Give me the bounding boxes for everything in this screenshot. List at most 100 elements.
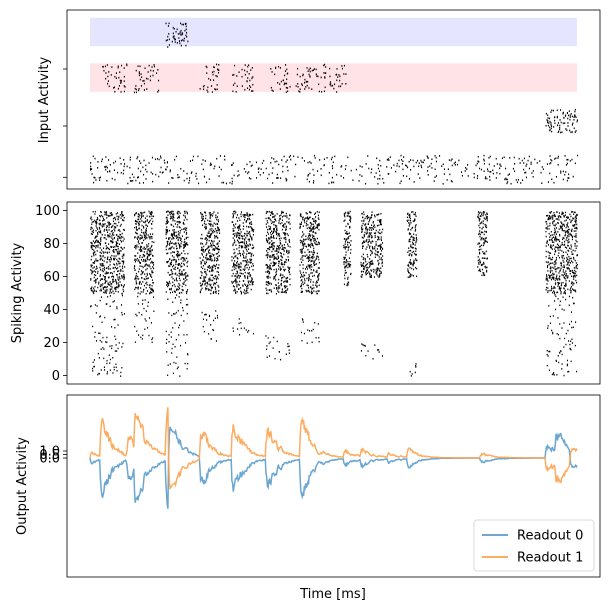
input-spike [306,84,308,87]
neuron-spike [234,251,236,254]
input-spike [214,165,216,168]
neuron-spike [149,236,151,238]
neuron-spike [413,263,415,265]
neuron-spike [115,344,117,346]
neuron-spike [102,268,104,270]
neuron-spike [104,276,106,278]
neuron-spike [244,214,246,217]
neuron-spike [562,281,564,284]
input-spike [93,181,95,184]
neuron-spike [374,236,376,239]
input-spike [124,163,126,165]
neuron-spike [202,280,204,283]
neuron-spike [310,242,312,245]
neuron-spike [101,234,103,236]
neuron-spike [416,239,418,241]
neuron-spike [361,226,363,229]
neuron-spike [314,259,316,262]
neuron-spike [232,285,234,287]
input-spike [153,64,155,66]
input-spike [326,157,328,159]
neuron-spike [166,232,168,234]
neuron-spike [121,232,123,235]
input-spike [338,85,340,88]
neuron-spike [116,249,118,251]
neuron-spike [213,277,215,280]
neuron-spike [549,277,551,279]
input-spike [183,179,185,182]
neuron-spike [312,243,314,245]
neuron-spike [302,276,304,278]
neuron-spike [481,274,483,277]
neuron-spike [415,364,417,367]
neuron-spike [232,233,234,236]
neuron-spike [93,270,95,272]
neuron-spike [375,244,377,246]
neuron-spike [147,253,149,255]
neuron-spike [366,215,368,217]
neuron-spike [123,254,125,257]
neuron-spike [165,220,167,223]
neuron-spike [91,223,93,225]
neuron-spike [101,341,103,343]
neuron-spike [184,212,186,214]
input-spike [559,128,561,131]
neuron-spike [121,215,123,218]
neuron-spike [267,228,269,231]
neuron-spike [169,258,171,261]
neuron-spike [312,245,314,247]
input-spike [285,82,287,85]
neuron-spike [113,255,115,257]
neuron-spike [371,236,373,239]
neuron-spike [201,254,203,256]
neuron-spike [269,264,271,266]
neuron-spike [146,278,148,280]
neuron-spike [366,246,368,248]
neuron-spike [183,247,185,249]
input-spike [317,75,319,78]
neuron-spike [310,246,312,248]
input-spike [181,39,183,42]
neuron-spike [246,259,248,261]
neuron-spike [206,281,208,284]
neuron-spike [362,258,364,261]
neuron-spike [124,276,126,278]
neuron-spike [279,269,281,271]
neuron-spike [149,286,151,289]
neuron-spike [90,226,92,229]
neuron-spike [265,217,267,220]
input-spike [577,154,579,157]
neuron-spike [315,263,317,265]
neuron-spike [117,324,119,326]
neuron-spike [139,254,141,257]
neuron-spike [283,250,285,252]
input-spike [258,171,260,174]
input-spike [144,67,146,69]
neuron-spike [206,239,208,242]
neuron-spike [309,254,311,256]
neuron-spike [306,268,308,270]
neuron-spike [109,235,111,237]
input-spike [382,177,384,180]
neuron-spike [95,235,97,238]
neuron-spike [276,233,278,236]
neuron-spike [109,256,111,259]
neuron-spike [211,268,213,271]
neuron-spike [177,224,179,226]
neuron-spike [106,229,108,231]
input-spike [554,158,556,160]
neuron-spike [575,219,577,222]
neuron-spike [344,257,346,260]
neuron-spike [307,279,309,282]
neuron-spike [208,250,210,252]
neuron-spike [251,277,253,279]
neuron-spike [549,257,551,259]
input-spike [496,163,498,165]
input-spike [323,90,325,93]
input-spike [234,64,236,67]
neuron-spike [372,262,374,264]
neuron-spike [170,287,172,290]
neuron-spike [151,227,153,230]
neuron-spike [202,267,204,270]
neuron-spike [99,332,101,335]
